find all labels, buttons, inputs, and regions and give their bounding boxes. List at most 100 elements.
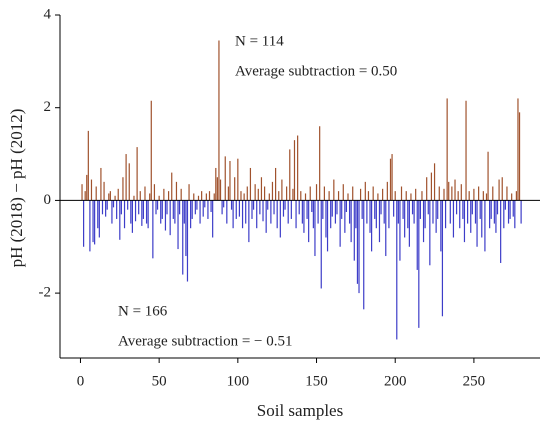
bar <box>89 200 91 252</box>
y-axis-label: pH (2018) − pH (2012) <box>7 109 26 268</box>
bar <box>273 200 275 215</box>
bar <box>361 200 363 219</box>
bar <box>424 200 426 229</box>
bar <box>185 200 187 257</box>
bar <box>130 200 132 224</box>
bar <box>501 177 503 201</box>
bar <box>251 200 253 219</box>
bar <box>223 200 225 208</box>
bar <box>304 193 307 201</box>
x-tick-label: 200 <box>384 373 407 389</box>
bar <box>226 200 228 224</box>
bar <box>109 191 111 201</box>
bar <box>459 200 461 229</box>
bar <box>103 181 105 201</box>
bar <box>134 200 137 222</box>
bar <box>298 200 300 215</box>
bar <box>416 200 418 270</box>
bar <box>158 195 160 201</box>
bar <box>131 200 133 233</box>
bar <box>410 193 412 201</box>
bar <box>359 188 362 201</box>
bar <box>347 193 349 201</box>
bar <box>309 186 311 201</box>
bar <box>380 200 382 215</box>
bar <box>509 200 511 219</box>
bar <box>356 200 359 284</box>
bar <box>481 200 483 238</box>
bar <box>292 188 294 201</box>
y-tick-label: 4 <box>44 6 52 22</box>
bar <box>495 200 497 233</box>
bar <box>240 191 242 201</box>
bar <box>391 154 393 201</box>
bar <box>433 163 436 201</box>
bar <box>180 188 182 201</box>
bar <box>108 193 110 201</box>
bar <box>341 200 343 219</box>
bar <box>303 200 305 233</box>
bar <box>221 200 223 215</box>
bar <box>454 179 456 201</box>
bar <box>413 200 415 224</box>
bar <box>141 200 143 226</box>
bar <box>422 200 425 243</box>
bar <box>429 200 431 266</box>
bar <box>348 200 351 224</box>
bar <box>186 200 189 282</box>
bar <box>111 200 113 224</box>
bar <box>194 200 196 215</box>
bar <box>441 200 444 317</box>
bar <box>123 200 126 229</box>
bar <box>190 200 192 229</box>
bar <box>337 191 340 201</box>
bar <box>300 191 302 201</box>
bar <box>474 200 477 224</box>
bar <box>204 200 206 208</box>
bar <box>353 200 355 261</box>
bar <box>320 200 322 289</box>
bar <box>145 200 148 224</box>
bar <box>257 188 259 201</box>
x-tick-label: 250 <box>463 373 486 389</box>
bar <box>515 191 517 201</box>
bar <box>182 200 184 275</box>
bar <box>427 200 429 215</box>
bar <box>136 147 138 201</box>
bar <box>232 200 234 229</box>
bar <box>470 200 472 233</box>
bar <box>105 200 107 217</box>
bar <box>517 98 519 201</box>
bar <box>366 200 368 224</box>
bar <box>350 200 352 243</box>
bar <box>256 200 258 229</box>
bar <box>311 200 313 212</box>
bar <box>396 200 398 340</box>
bar <box>125 154 127 201</box>
bar <box>248 200 250 243</box>
y-tick-label: -2 <box>39 285 52 301</box>
bar <box>371 200 373 252</box>
bar <box>426 177 428 201</box>
bar <box>188 184 190 201</box>
bar <box>352 186 354 201</box>
bar <box>476 200 478 247</box>
annotation: N = 166 <box>118 303 168 319</box>
bar <box>405 191 407 201</box>
bar <box>249 167 252 201</box>
bar <box>138 200 140 215</box>
bar <box>402 200 404 219</box>
bar <box>468 191 470 201</box>
bar <box>482 191 484 201</box>
bar <box>399 200 401 261</box>
bar <box>241 200 244 229</box>
bar <box>101 200 104 215</box>
bar <box>328 191 330 201</box>
bar <box>175 181 178 201</box>
bar <box>507 200 510 224</box>
bar <box>465 100 467 201</box>
bar <box>520 200 522 224</box>
bar <box>322 200 324 219</box>
bar <box>389 158 392 201</box>
bar <box>210 200 212 212</box>
